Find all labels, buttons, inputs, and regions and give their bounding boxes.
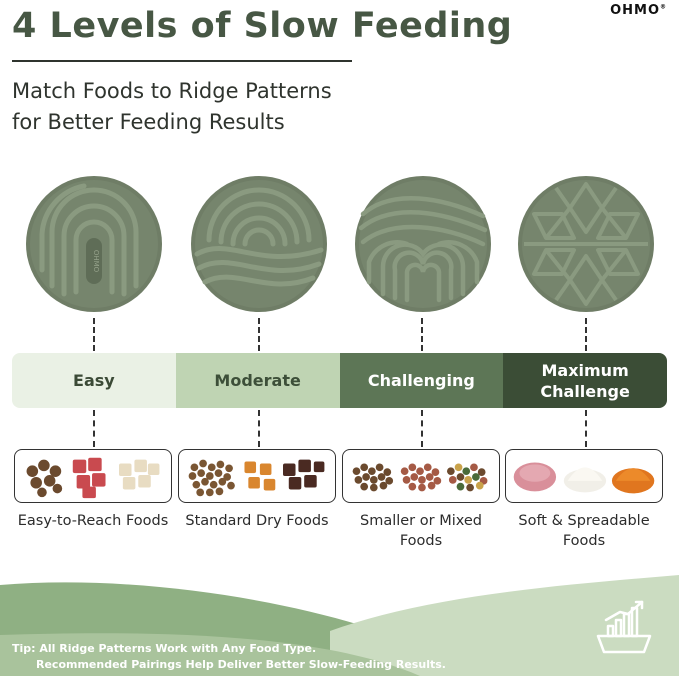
food-label-challenging: Smaller or Mixed Foods (359, 513, 482, 549)
subtitle-line-2: for Better Feeding Results (12, 110, 285, 134)
lick-mat-maximum-image (516, 174, 656, 314)
connector-maximum-top (585, 318, 587, 351)
footer-tip: Tip: All Ridge Patterns Work with Any Fo… (12, 641, 446, 673)
connector-challenging-bottom (421, 410, 423, 447)
page-title: 4 Levels of Slow Feeding (12, 6, 513, 46)
title-divider (12, 60, 352, 62)
level-maximum-line-1: Maximum (541, 360, 629, 380)
subtitle-line-1: Match Foods to Ridge Patterns (12, 79, 332, 103)
tip-line-1: Tip: All Ridge Patterns Work with Any Fo… (12, 642, 317, 655)
food-label-moderate: Standard Dry Foods (185, 513, 329, 529)
brand-name: OHMO (610, 3, 660, 18)
registered-mark: ® (660, 3, 667, 11)
lick-mat-moderate-image (189, 174, 329, 314)
level-challenging: Challenging (339, 353, 504, 408)
difficulty-levels-bar: Easy Moderate Challenging Maximum Challe… (12, 353, 667, 408)
level-maximum-line-2: Challenge (540, 381, 630, 401)
food-label-easy: Easy-to-Reach Foods (17, 513, 169, 529)
connector-moderate-bottom (258, 410, 260, 447)
food-label-maximum: Soft & Spreadable Foods (518, 513, 650, 549)
level-easy: Easy (12, 353, 176, 408)
food-image-easy (14, 449, 172, 503)
brand-logo: OHMO® (610, 3, 667, 18)
level-maximum-challenge: Maximum Challenge (503, 353, 667, 408)
connector-maximum-bottom (585, 410, 587, 447)
slow-feeder-bowl-icon (596, 600, 652, 654)
connector-easy-bottom (93, 410, 95, 447)
page-subtitle: Match Foods to Ridge Patterns for Better… (12, 76, 332, 138)
lick-mat-easy-image: OHMO (24, 174, 164, 314)
lick-mat-challenging-image (353, 174, 493, 314)
connector-moderate-top (258, 318, 260, 351)
pad-brand-text: OHMO (92, 250, 100, 273)
footer-wave-background (0, 575, 679, 676)
connector-easy-top (93, 318, 95, 351)
connector-challenging-top (421, 318, 423, 351)
level-moderate: Moderate (175, 353, 340, 408)
tip-line-2: Recommended Pairings Help Deliver Better… (36, 658, 446, 671)
food-image-maximum (505, 449, 663, 503)
food-image-moderate (178, 449, 336, 503)
food-image-challenging (342, 449, 500, 503)
